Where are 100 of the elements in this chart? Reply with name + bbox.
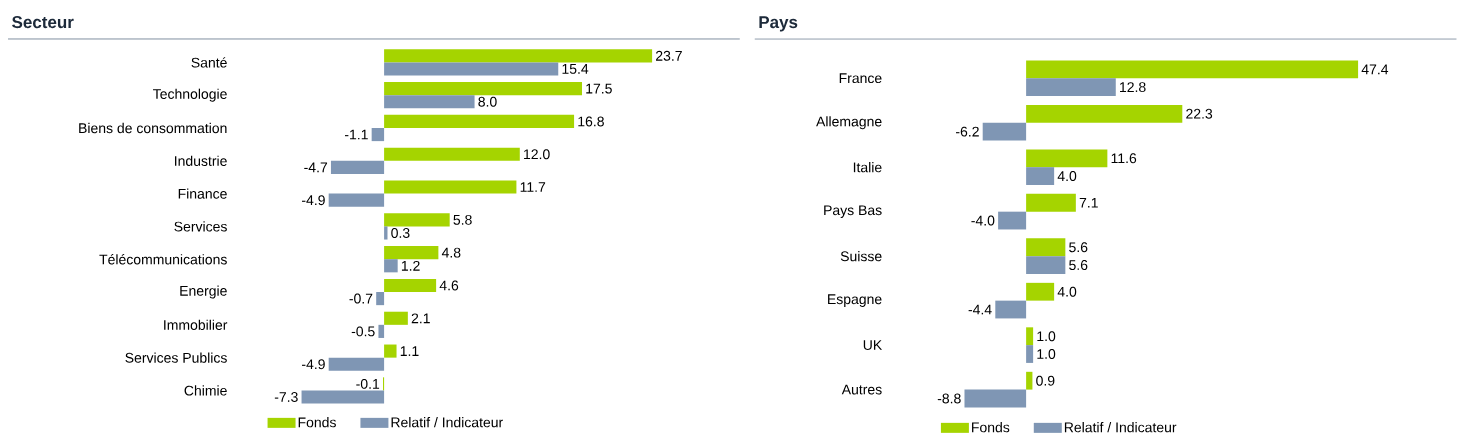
data-label: -6.2 xyxy=(956,126,979,137)
y-tick-label: Italie xyxy=(853,162,882,173)
data-label: 12.0 xyxy=(524,149,550,160)
bar xyxy=(384,311,408,325)
bar xyxy=(384,259,398,273)
data-label: -4.4 xyxy=(968,304,992,315)
y-tick-label: Energie xyxy=(180,285,227,299)
y-tick-label: UK xyxy=(863,340,883,351)
bar xyxy=(328,193,385,207)
data-label: 4.8 xyxy=(441,247,461,258)
bar xyxy=(384,115,575,129)
data-label: 5.6 xyxy=(1069,260,1088,271)
y-tick-label: France xyxy=(839,73,882,84)
bar xyxy=(378,324,385,339)
data-label: 1.2 xyxy=(401,261,420,271)
bar xyxy=(1026,149,1108,168)
bar xyxy=(1026,283,1055,301)
data-label: 12.8 xyxy=(1120,82,1146,93)
bar xyxy=(1026,371,1033,390)
bar xyxy=(384,246,439,260)
data-label: 7.1 xyxy=(1079,198,1098,208)
data-label: -1.1 xyxy=(344,129,368,140)
bar xyxy=(384,180,517,194)
bar xyxy=(1026,327,1034,346)
data-label: 4.0 xyxy=(1057,171,1077,182)
y-tick-label: Chimie xyxy=(184,385,227,396)
y-tick-label: Espagne xyxy=(828,294,882,308)
data-label: 8.0 xyxy=(478,96,497,107)
data-label: 0.3 xyxy=(391,228,410,239)
y-tick-label: Finance xyxy=(178,188,227,199)
bar xyxy=(371,128,385,142)
y-tick-label: Services xyxy=(174,221,227,232)
bar xyxy=(982,122,1027,141)
y-tick-label: Pays Bas xyxy=(824,205,882,219)
data-label: 11.7 xyxy=(520,182,546,193)
legend-label: Fonds xyxy=(972,422,1010,433)
y-tick-label: Santé xyxy=(191,57,227,68)
y-tick-label: Industrie xyxy=(175,155,227,167)
data-label: -4.9 xyxy=(302,195,325,206)
bar xyxy=(1026,345,1034,364)
bar xyxy=(384,147,520,161)
bar xyxy=(964,389,1027,408)
data-label: 23.7 xyxy=(656,51,682,61)
data-label: -8.8 xyxy=(937,393,961,404)
data-label: 4.0 xyxy=(1057,286,1077,297)
data-label: 1.0 xyxy=(1037,331,1056,342)
bar xyxy=(1026,256,1066,275)
data-label: 11.6 xyxy=(1111,153,1137,164)
data-label: 47.4 xyxy=(1361,64,1389,75)
bar xyxy=(384,62,559,76)
data-label: 5.6 xyxy=(1069,242,1088,253)
data-label: -0.7 xyxy=(349,293,373,304)
bar xyxy=(384,213,450,227)
y-tick-label: Technologie xyxy=(153,88,227,102)
data-label: 5.8 xyxy=(453,215,472,225)
bar xyxy=(1026,194,1076,212)
data-label: -0.1 xyxy=(356,379,380,389)
data-label: 22.3 xyxy=(1186,109,1213,119)
legend-label: Relatif / Indicateur xyxy=(391,417,503,428)
legend-label: Relatif / Indicateur xyxy=(1064,422,1177,433)
data-label: 1.1 xyxy=(400,346,419,357)
text: Pays xyxy=(759,16,798,32)
data-label: 15.4 xyxy=(562,64,589,74)
data-label: -4.7 xyxy=(304,162,328,173)
data-label: 2.1 xyxy=(411,313,430,324)
y-tick-label: Services Publics xyxy=(125,352,227,363)
data-label: 17.5 xyxy=(586,83,612,94)
bar xyxy=(384,82,582,96)
bar xyxy=(384,226,388,240)
bar xyxy=(384,344,397,358)
data-label: -4.0 xyxy=(971,215,995,226)
bar xyxy=(330,160,385,175)
y-tick-label: Autres xyxy=(841,384,882,395)
data-label: 16.8 xyxy=(578,116,604,127)
bar xyxy=(995,300,1027,319)
bar xyxy=(1026,167,1055,186)
data-label: -0.5 xyxy=(351,326,375,337)
text: Secteur xyxy=(12,16,74,29)
data-label: 1.0 xyxy=(1037,349,1056,360)
bar xyxy=(301,390,385,404)
bar xyxy=(328,357,385,371)
bar xyxy=(998,211,1027,230)
bar xyxy=(376,292,385,306)
bar xyxy=(1026,105,1183,123)
bar xyxy=(384,95,475,109)
y-tick-label: Allemagne xyxy=(816,116,882,130)
bar xyxy=(1026,60,1359,79)
data-label: -7.3 xyxy=(274,392,298,403)
data-label: 4.6 xyxy=(439,280,459,291)
data-label: -4.9 xyxy=(302,359,325,370)
y-tick-label: Immobilier xyxy=(164,319,228,331)
y-tick-label: Suisse xyxy=(840,251,882,262)
bar xyxy=(384,279,437,293)
bar xyxy=(384,49,653,63)
data-label: 0.9 xyxy=(1036,375,1055,386)
bar xyxy=(1026,238,1066,257)
bar xyxy=(1026,78,1116,97)
legend-label: Fonds xyxy=(298,417,336,428)
y-tick-label: Télécommunications xyxy=(99,254,227,265)
y-tick-label: Biens de consommation xyxy=(79,123,227,134)
